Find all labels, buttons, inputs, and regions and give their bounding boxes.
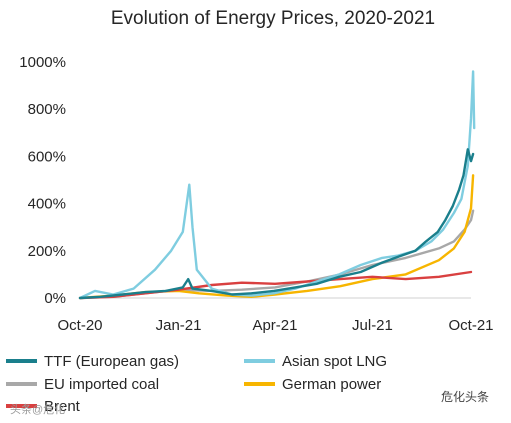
- x-tick-label: Jul-21: [352, 317, 393, 334]
- x-axis-tick-labels: Oct-20 Jan-21 Apr-21 Jul-21 Oct-21: [57, 317, 493, 334]
- legend-label: EU imported coal: [44, 376, 159, 393]
- x-tick-label: Oct-21: [448, 317, 493, 334]
- chart-title: Evolution of Energy Prices, 2020-2021: [111, 8, 435, 29]
- legend-label: German power: [282, 376, 381, 393]
- legend-label: Asian spot LNG: [282, 353, 387, 370]
- y-tick-label: 0%: [44, 290, 66, 307]
- x-tick-label: Oct-20: [57, 317, 102, 334]
- y-axis-tick-labels: 0% 200% 400% 600% 800% 1000%: [19, 54, 66, 307]
- series-line-1: [78, 70, 476, 300]
- series-lines: [78, 70, 476, 300]
- y-tick-label: 600%: [28, 148, 66, 165]
- series-line-0: [78, 148, 475, 300]
- x-tick-label: Jan-21: [156, 317, 202, 334]
- y-tick-label: 400%: [28, 196, 66, 213]
- x-tick-label: Apr-21: [252, 317, 297, 334]
- legend: TTF (European gas) Asian spot LNG EU impor…: [6, 353, 387, 415]
- legend-label: TTF (European gas): [44, 353, 179, 370]
- watermark-left: 头条@危化: [10, 402, 65, 416]
- watermark-right: 危化头条: [441, 390, 489, 404]
- y-tick-label: 200%: [28, 243, 66, 260]
- y-tick-label: 1000%: [19, 54, 66, 71]
- y-tick-label: 800%: [28, 101, 66, 118]
- legend-label: Brent: [44, 398, 81, 415]
